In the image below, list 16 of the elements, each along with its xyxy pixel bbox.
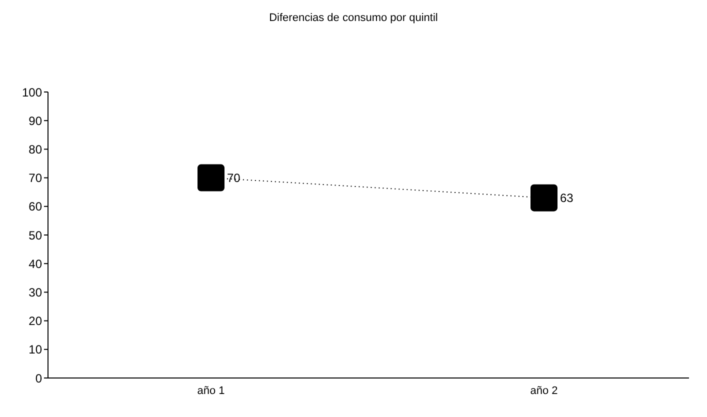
x-tick-label: año 2: [530, 384, 558, 397]
y-tick-label: 30: [28, 285, 42, 300]
data-label: 70: [227, 171, 241, 186]
y-tick-label: 40: [28, 256, 42, 271]
chart-title: Diferencias de consumo por quintil: [268, 11, 439, 26]
x-tick-label: año 1: [197, 384, 225, 397]
data-label: 63: [560, 191, 574, 206]
y-tick-label: 10: [28, 342, 42, 357]
y-tick-label: 100: [22, 85, 42, 100]
y-tick-label: 90: [28, 114, 42, 128]
y-tick-label: 20: [28, 314, 42, 328]
y-tick-label: 0: [35, 371, 42, 386]
y-tick-label: 50: [28, 228, 42, 242]
y-tick-label: 60: [28, 200, 42, 214]
y-tick-label: 80: [28, 142, 42, 156]
y-tick-label: 70: [28, 171, 42, 186]
